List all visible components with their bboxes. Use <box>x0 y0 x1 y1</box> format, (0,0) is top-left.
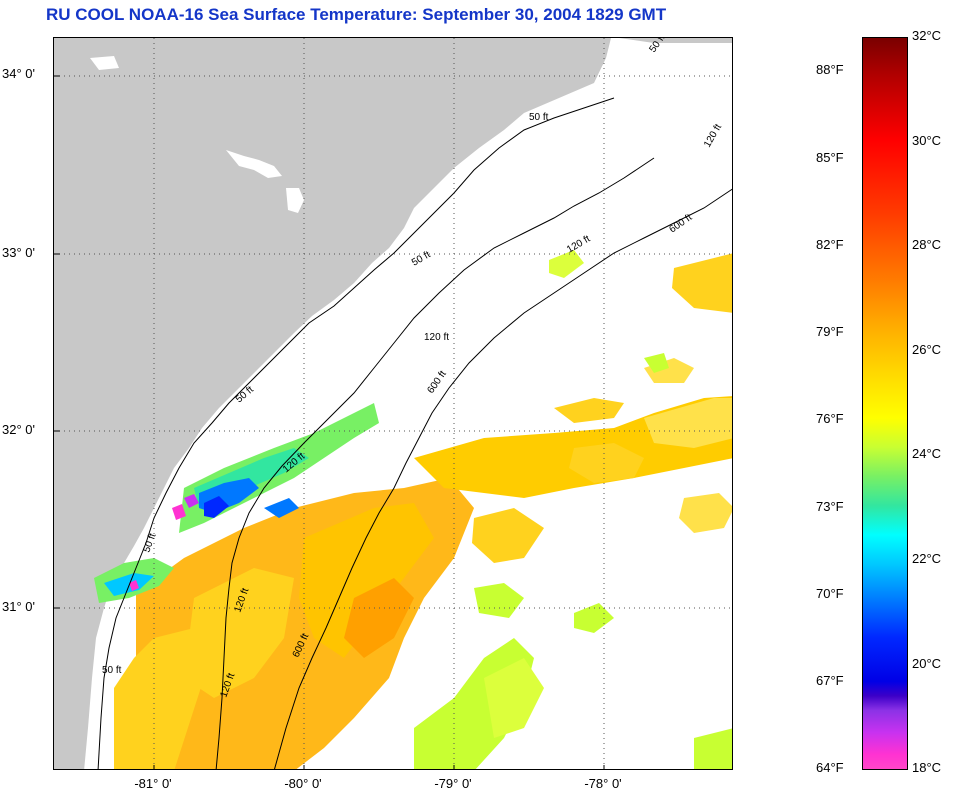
lake <box>90 56 119 70</box>
sst-patch <box>694 728 732 769</box>
sst-patch <box>672 253 732 313</box>
sst-patch <box>679 493 732 533</box>
colorbar-fahrenheit-label: 76°F <box>816 411 844 426</box>
sst-cold-filament <box>264 498 299 518</box>
sst-map[interactable]: 50 ft 50 ft 50 ft 50 ft 50 ft 50 ft 120 … <box>53 37 733 770</box>
temperature-colorbar <box>862 37 908 770</box>
longitude-label: -80° 0' <box>284 776 322 791</box>
sst-cold-filament <box>172 504 186 520</box>
colorbar-celsius-label: 18°C <box>912 760 942 775</box>
sst-patch <box>574 603 614 633</box>
colorbar-celsius-label: 26°C <box>912 342 942 357</box>
longitude-label: -78° 0' <box>584 776 622 791</box>
longitude-label: -81° 0' <box>134 776 172 791</box>
contour-label: 50 ft <box>141 532 158 554</box>
graticule <box>54 38 732 769</box>
contour-label: 120 ft <box>565 233 592 255</box>
sst-map-canvas: 50 ft 50 ft 50 ft 50 ft 50 ft 50 ft 120 … <box>54 38 732 769</box>
colorbar-fahrenheit-label: 64°F <box>816 760 844 775</box>
contour-label: 120 ft <box>702 122 724 149</box>
colorbar-fahrenheit-label: 85°F <box>816 150 844 165</box>
contour-label: 600 ft <box>425 369 448 396</box>
sst-patch <box>554 398 624 423</box>
colorbar-fahrenheit-label: 82°F <box>816 237 844 252</box>
colorbar-fahrenheit-label: 70°F <box>816 586 844 601</box>
lake <box>286 188 304 213</box>
sst-cold-filament <box>184 494 199 508</box>
colorbar-celsius-label: 22°C <box>912 551 942 566</box>
sst-patch <box>644 353 669 373</box>
contour-120ft <box>215 157 655 769</box>
sst-patch <box>114 628 204 769</box>
sst-cold-filament <box>204 496 229 518</box>
latitude-label: 31° 0' <box>2 599 35 614</box>
sst-patch <box>484 658 544 738</box>
contour-label: 50 ft <box>102 665 122 676</box>
sst-patch <box>644 398 732 448</box>
sst-patch <box>472 508 544 563</box>
colorbar-celsius-label: 28°C <box>912 237 942 252</box>
colorbar-fahrenheit-label: 67°F <box>816 673 844 688</box>
contour-label: 120 ft <box>424 332 449 343</box>
contour-50ft <box>97 97 615 769</box>
latitude-label: 32° 0' <box>2 422 35 437</box>
map-title: RU COOL NOAA-16 Sea Surface Temperature:… <box>46 5 667 24</box>
sst-patch <box>474 583 524 618</box>
colorbar-celsius-label: 24°C <box>912 446 942 461</box>
contour-label: 50 ft <box>410 249 433 268</box>
sst-patch <box>344 578 414 658</box>
sst-cold-filament <box>129 580 139 591</box>
land-area <box>54 38 611 769</box>
colorbar-celsius-label: 20°C <box>912 656 942 671</box>
sst-patch <box>549 250 584 278</box>
latitude-label: 33° 0' <box>2 245 35 260</box>
colorbar-celsius-label: 30°C <box>912 133 942 148</box>
contour-label: 50 ft <box>529 112 549 123</box>
sst-patch <box>299 503 434 658</box>
latitude-label: 34° 0' <box>2 66 35 81</box>
contour-label: 600 ft <box>667 212 694 235</box>
tick-marks <box>54 75 605 769</box>
sst-patch <box>184 568 294 698</box>
colorbar-fahrenheit-label: 88°F <box>816 62 844 77</box>
contour-600ft <box>274 188 732 769</box>
colorbar-fahrenheit-label: 79°F <box>816 324 844 339</box>
land-area <box>619 38 732 43</box>
colorbar-celsius-label: 32°C <box>912 28 942 43</box>
colorbar-fahrenheit-label: 73°F <box>816 499 844 514</box>
longitude-label: -79° 0' <box>434 776 472 791</box>
lake <box>226 150 282 178</box>
sst-patch <box>569 443 644 483</box>
depth-contours <box>97 97 732 769</box>
